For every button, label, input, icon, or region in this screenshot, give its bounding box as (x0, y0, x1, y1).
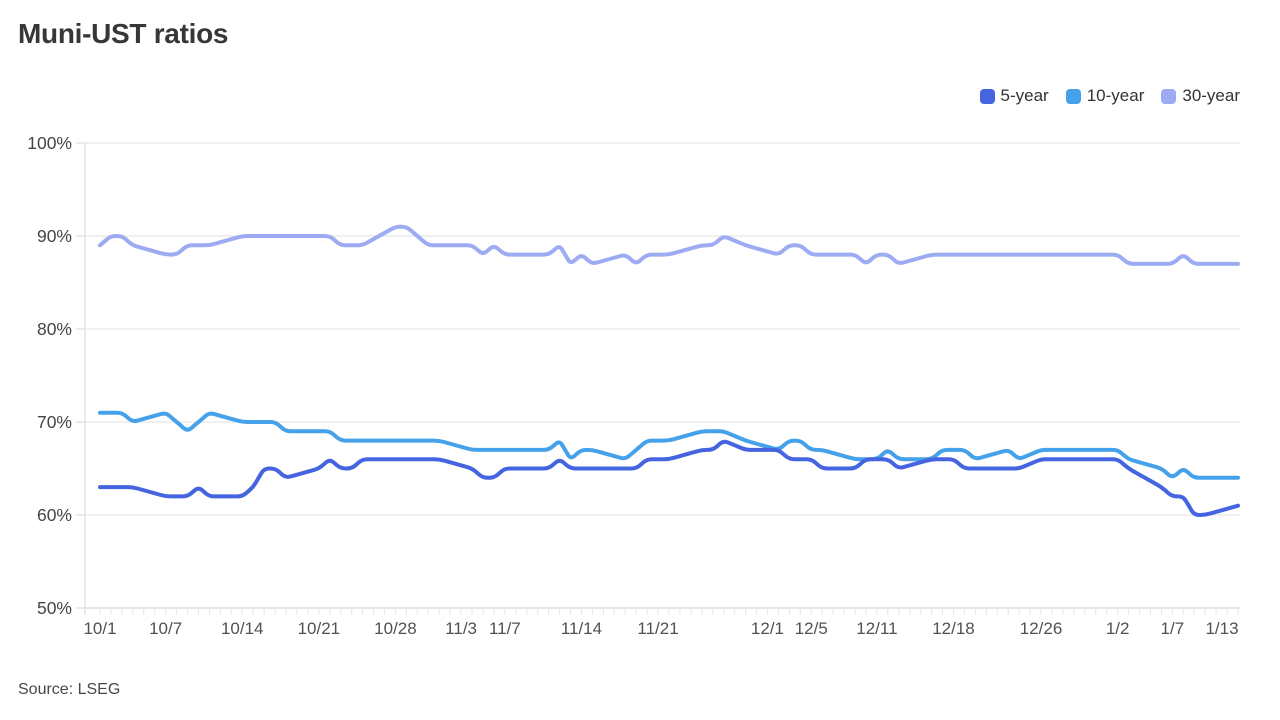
series-line-10-year (98, 410, 1240, 480)
x-axis-label: 12/5 (795, 619, 828, 638)
y-axis-label: 100% (27, 133, 72, 153)
x-axis-label: 12/1 (751, 619, 784, 638)
x-axis-label: 10/1 (83, 619, 116, 638)
x-axis-label: 11/7 (489, 619, 521, 638)
chart-title: Muni-UST ratios (18, 18, 229, 49)
source-note: Source: LSEG (18, 681, 121, 698)
x-axis-label: 1/7 (1161, 619, 1185, 638)
x-axis-label: 10/14 (221, 619, 264, 638)
x-axis-label: 12/18 (932, 619, 975, 638)
y-axis-label: 80% (37, 319, 72, 339)
legend-label: 30-year (1182, 86, 1240, 105)
y-axis-label: 50% (37, 598, 72, 618)
y-axis-label: 70% (37, 412, 72, 432)
x-axis-label: 12/26 (1020, 619, 1063, 638)
series-line-30-year (98, 224, 1240, 266)
legend-swatch-icon (1065, 88, 1081, 104)
y-axis-label: 60% (37, 505, 72, 525)
legend-swatch-icon (979, 88, 995, 104)
legend-label: 5-year (1000, 86, 1049, 105)
legend-swatch-icon (1161, 88, 1177, 104)
x-axis-label: 11/21 (637, 619, 678, 638)
series-line-5-year (98, 439, 1240, 517)
x-axis-label: 11/3 (445, 619, 477, 638)
legend-item-30-year: 30-year (1161, 86, 1240, 106)
x-axis-label: 10/28 (374, 619, 417, 638)
legend: 5-year 10-year 30-year (979, 86, 1240, 106)
x-axis-label: 11/14 (561, 619, 602, 638)
x-axis-label: 1/13 (1205, 619, 1238, 638)
legend-item-10-year: 10-year (1065, 86, 1145, 106)
x-axis-label: 12/11 (856, 619, 897, 638)
y-axis-label: 90% (37, 226, 72, 246)
legend-item-5-year: 5-year (979, 86, 1049, 106)
x-axis-label: 10/7 (149, 619, 182, 638)
x-axis-label: 10/21 (298, 619, 341, 638)
x-axis-label: 1/2 (1106, 619, 1130, 638)
legend-label: 10-year (1086, 86, 1145, 105)
